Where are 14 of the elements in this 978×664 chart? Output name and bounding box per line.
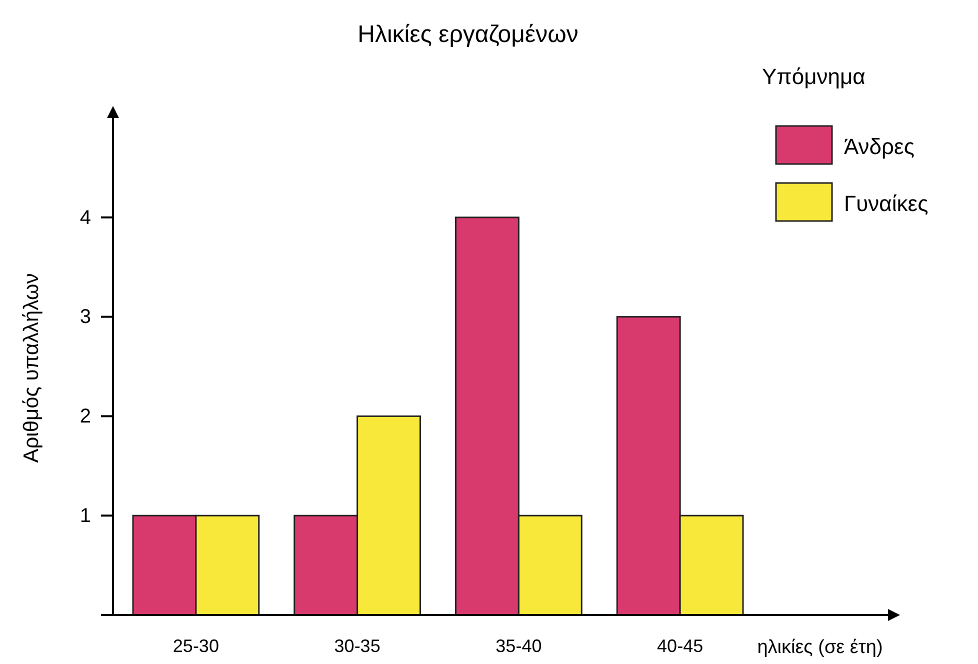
x-tick-label: 35-40 (496, 636, 542, 656)
x-tick-label: 30-35 (334, 636, 380, 656)
legend-label: Γυναίκες (844, 191, 928, 216)
y-tick-label: 3 (80, 306, 91, 328)
x-tick-label: 25-30 (172, 636, 219, 656)
x-tick-label: 40-45 (657, 636, 704, 656)
legend-title: Υπόμνημα (762, 64, 866, 89)
y-tick-label: 2 (80, 406, 91, 428)
y-tick-label: 4 (80, 206, 91, 229)
chart-title: Ηλικίες εργαζομένων (358, 21, 578, 48)
legend-label: Άνδρες (844, 134, 914, 159)
x-axis-title: ηλικίες (σε έτη) (757, 637, 883, 658)
y-axis-title: Αριθμός υπαλλήλων (20, 273, 43, 463)
y-tick-label: 1 (80, 505, 91, 527)
